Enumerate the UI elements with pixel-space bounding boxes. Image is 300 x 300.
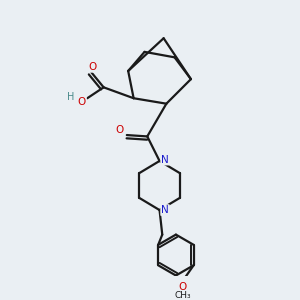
Text: N: N	[161, 154, 169, 165]
Text: O: O	[88, 62, 97, 72]
Text: H: H	[67, 92, 75, 102]
Text: CH₃: CH₃	[174, 291, 191, 300]
Text: N: N	[161, 205, 169, 215]
Text: O: O	[78, 97, 86, 107]
Text: O: O	[178, 282, 187, 292]
Text: O: O	[116, 125, 124, 135]
